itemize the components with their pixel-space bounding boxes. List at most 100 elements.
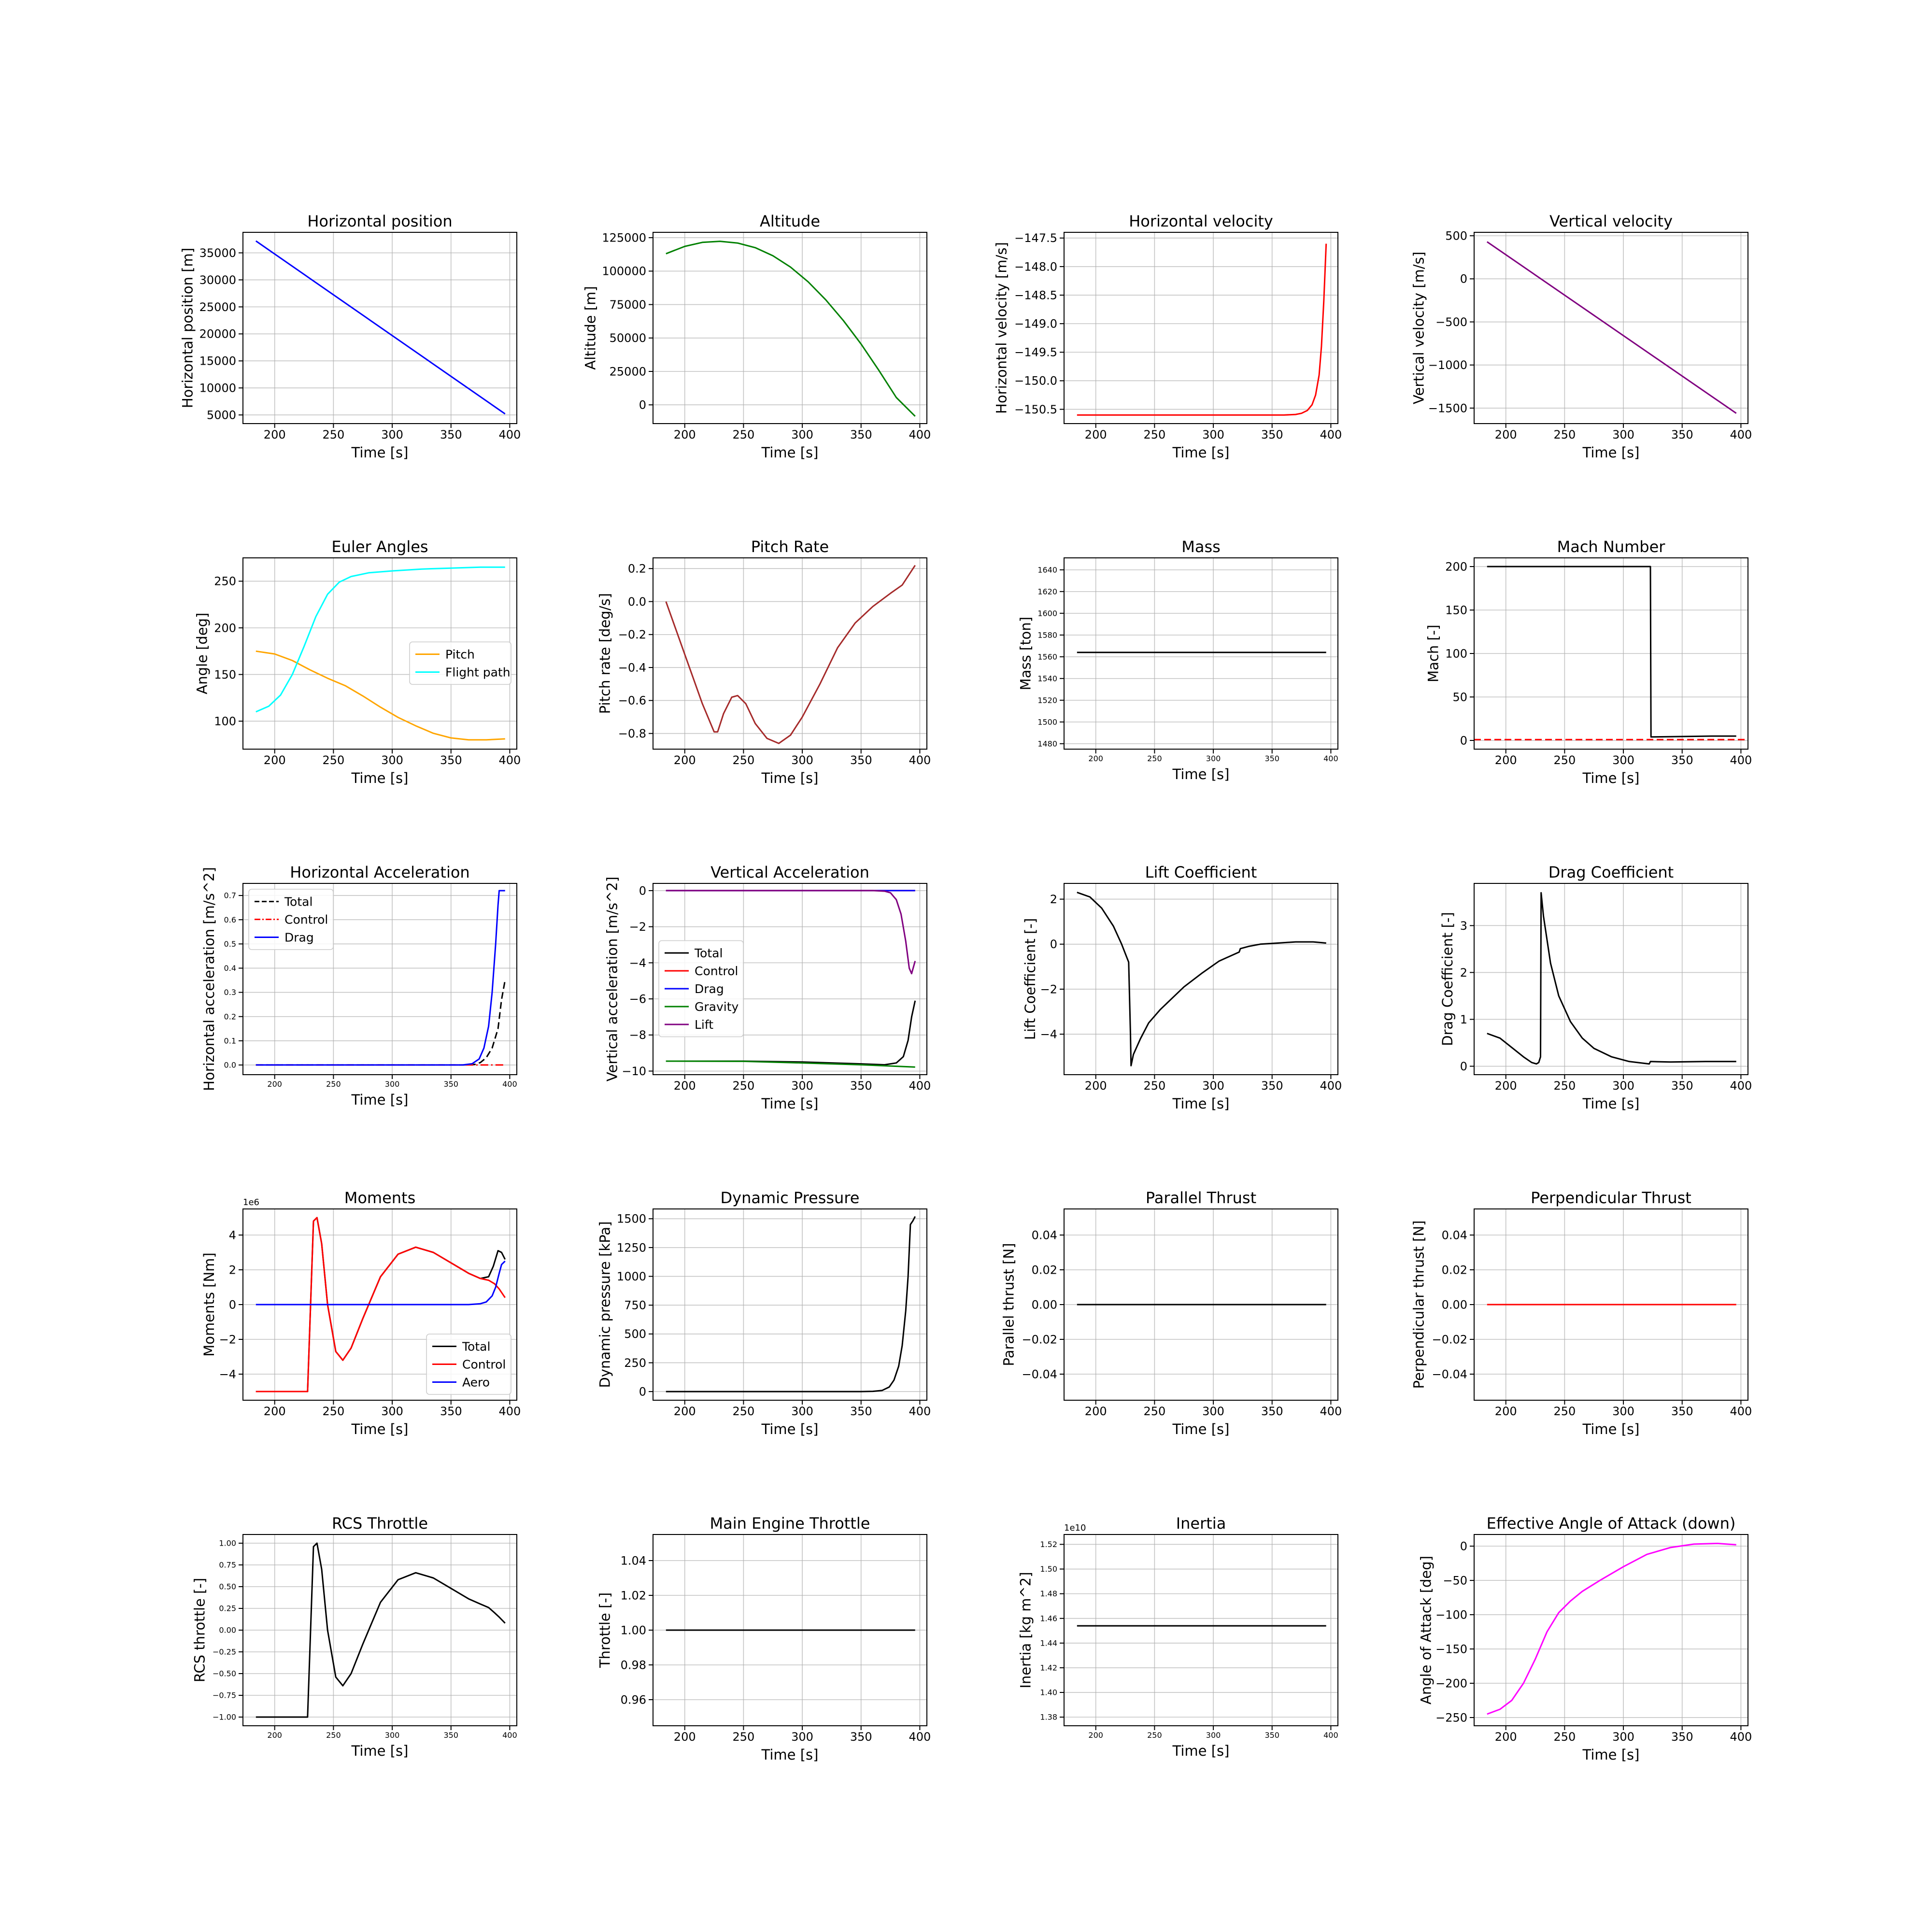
x-tick-label: 350 [443,1080,458,1089]
x-tick-label: 400 [1320,1079,1342,1093]
legend-entry: Total [462,1340,490,1354]
x-axis-label: Time [s] [1582,444,1640,461]
series-line-gravity [666,1060,915,1068]
y-tick-label: −200 [1435,1676,1467,1690]
y-tick-label: 100000 [602,265,646,278]
y-axis-label: Horizontal velocity [m/s] [994,242,1010,414]
x-tick-label: 200 [1495,1405,1517,1418]
legend: Total Control Aero [426,1334,511,1395]
y-tick-label: 0 [1460,1540,1467,1553]
x-tick-label: 350 [1264,754,1279,763]
axes-frame [242,232,517,424]
axes-frame [653,557,927,750]
x-tick-label: 400 [1730,1730,1752,1744]
y-tick-label: −0.75 [213,1691,236,1700]
x-tick-label: 300 [1206,754,1221,763]
x-tick-label: 250 [1553,1405,1576,1418]
y-tick-label: 1.42 [1040,1663,1057,1673]
x-tick-label: 350 [1671,1405,1693,1418]
y-tick-label: −0.25 [213,1648,236,1657]
legend-box [658,940,744,1037]
series-line-aero [256,1260,506,1306]
chart-title: Mass [1181,538,1221,556]
series-line [1487,1543,1736,1715]
x-tick-label: 200 [674,753,696,767]
x-tick-label: 250 [1147,754,1162,763]
x-tick-label: 300 [791,1405,813,1418]
y-tick-label: −148.0 [1014,260,1057,273]
x-tick-label: 250 [1143,1079,1165,1093]
legend-entry: Total [694,946,723,960]
x-axis-label: Time [s] [761,1747,819,1763]
x-tick-label: 400 [909,753,931,767]
subplot-16: 200 250 300 350 400 −1.00 −0.75 −0.50 −0.25 0.00 0… [191,1514,517,1759]
x-tick-label: 300 [791,1079,813,1093]
y-tick-label: −150 [1435,1642,1467,1656]
x-axis-label: Time [s] [761,1095,819,1112]
chart-title: Horizontal position [307,212,452,230]
subplot-12: 200 250 300 350 400 −4 −2 0 2 4 1e6 Moments Time [s]… [201,1189,521,1437]
series-line-flight-path [256,566,505,713]
series-line [1487,566,1736,738]
chart-title: Pitch Rate [751,538,829,556]
legend-entry: Pitch [445,648,475,662]
legend-entry: Flight path [445,666,511,680]
y-tick-label: 1.46 [1040,1614,1057,1623]
x-tick-label: 400 [909,1730,931,1744]
y-tick-label: 50 [1452,690,1467,704]
y-tick-label: 15000 [199,355,236,368]
y-tick-label: 0.00 [1032,1298,1057,1311]
chart-title: RCS Throttle [332,1514,428,1533]
x-tick-label: 300 [381,428,403,441]
y-tick-label: −250 [1435,1711,1467,1724]
chart-title: Effective Angle of Attack (down) [1487,1514,1736,1533]
x-tick-label: 350 [440,428,462,441]
y-tick-label: 4 [229,1228,236,1242]
x-tick-label: 350 [1671,753,1693,767]
y-tick-label: 2 [1050,893,1057,906]
y-tick-label: 1580 [1037,630,1057,639]
y-axis-label: Dynamic pressure [kPa] [597,1222,613,1388]
axes-frame [653,232,927,424]
offset-label: 1e10 [1064,1523,1086,1533]
y-tick-label: −0.02 [1432,1333,1467,1346]
x-tick-label: 300 [1202,1079,1224,1093]
y-tick-label: 750 [624,1299,646,1312]
x-axis-label: Time [s] [1582,1747,1640,1763]
x-tick-label: 200 [1495,1079,1517,1093]
subplot-13: 200 250 300 350 400 0 250 500 750 1000 1250 1500 Dyn… [597,1189,931,1437]
chart-title: Altitude [760,212,820,230]
series-line-drag [256,890,505,1066]
x-tick-label: 200 [264,1405,286,1418]
series-line [255,240,506,415]
x-tick-label: 400 [1730,1405,1752,1418]
series-line [256,1542,506,1718]
y-tick-label: 150 [1445,603,1467,617]
legend-box [409,641,511,685]
y-tick-label: 500 [624,1327,646,1341]
axes-frame [1474,883,1748,1075]
y-tick-label: 1600 [1037,609,1057,618]
chart-title: Parallel Thrust [1146,1189,1256,1207]
y-tick-label: 1500 [617,1212,646,1226]
chart-title: Mach Number [1557,538,1666,556]
subplot-11: 200 250 300 350 400 0 1 2 3 Drag Coefficient Time … [1439,863,1752,1112]
x-tick-label: 350 [1261,428,1283,441]
y-tick-label: 1.38 [1040,1713,1057,1722]
y-tick-label: 0 [639,1385,646,1399]
y-tick-label: 1620 [1037,587,1057,596]
x-tick-label: 350 [850,753,872,767]
x-tick-label: 250 [326,1080,341,1089]
x-tick-label: 300 [1612,1079,1634,1093]
y-tick-label: −4 [1040,1028,1057,1041]
subplot-2: 200 250 300 350 400 −150.5 −150.0 −149.5 −149.0 −… [994,212,1342,461]
x-tick-label: 300 [791,1730,813,1744]
y-tick-label: 2 [1460,966,1467,980]
series-line [666,241,916,417]
y-tick-label: −0.2 [618,628,646,641]
x-axis-label: Time [s] [351,770,409,786]
legend-entry: Gravity [695,1000,739,1014]
x-tick-label: 400 [498,1405,521,1418]
axes-frame [242,883,517,1075]
x-tick-label: 350 [1671,1079,1693,1093]
